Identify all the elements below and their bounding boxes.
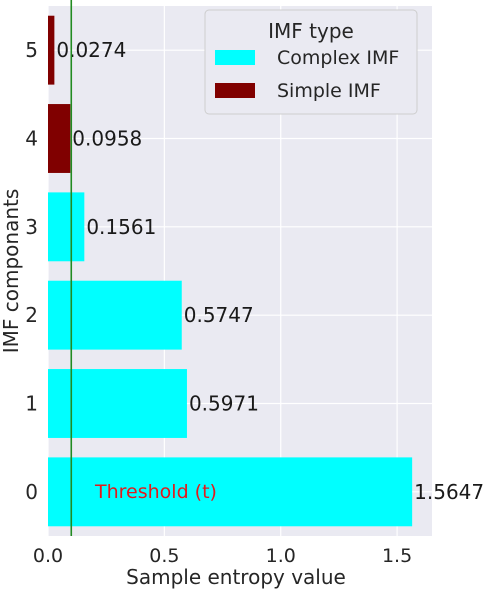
bar-value-label: 0.1561 [86, 215, 156, 239]
legend-entries: Complex IMF Simple IMF [215, 47, 399, 102]
legend-entry-label: Complex IMF [277, 47, 399, 69]
x-tick-label: 1.0 [266, 545, 296, 567]
bar [48, 104, 71, 173]
legend: IMF type Complex IMF Simple IMF [204, 9, 418, 115]
legend-box [204, 9, 418, 115]
bar-value-label: 0.5747 [184, 303, 254, 327]
threshold-label: Threshold (t) [94, 481, 217, 503]
y-tick-label: 5 [25, 38, 38, 62]
y-tick-label: 0 [25, 480, 38, 504]
bar [48, 192, 85, 262]
bar [48, 369, 187, 438]
legend-swatch [215, 83, 255, 98]
legend-swatch [215, 50, 255, 65]
legend-entry-label: Simple IMF [277, 80, 381, 102]
value-labels: 1.5647 0.5971 0.5747 0.1561 0.0958 0.0274 [56, 38, 484, 504]
y-axis-label: IMF componants [0, 189, 23, 354]
bar-value-label: 0.0274 [56, 38, 126, 62]
x-tick-label: 0.0 [33, 545, 63, 567]
bar [48, 457, 413, 527]
x-tick-label: 0.5 [149, 545, 179, 567]
y-tick-label: 2 [25, 303, 38, 327]
y-tick-labels: 0 1 2 3 4 5 [25, 38, 38, 504]
y-tick-label: 1 [25, 392, 38, 416]
bar [48, 280, 182, 350]
bar [48, 15, 55, 85]
x-axis-label: Sample entropy value [126, 565, 346, 589]
x-tick-labels: 0.0 0.5 1.0 1.5 [33, 545, 412, 567]
legend-title: IMF type [268, 19, 354, 43]
y-tick-label: 3 [25, 215, 38, 239]
y-tick-label: 4 [25, 127, 38, 151]
x-tick-label: 1.5 [382, 545, 412, 567]
bar-value-label: 0.5971 [189, 392, 259, 416]
bar-value-label: 1.5647 [414, 480, 484, 504]
bar-value-label: 0.0958 [72, 127, 142, 151]
